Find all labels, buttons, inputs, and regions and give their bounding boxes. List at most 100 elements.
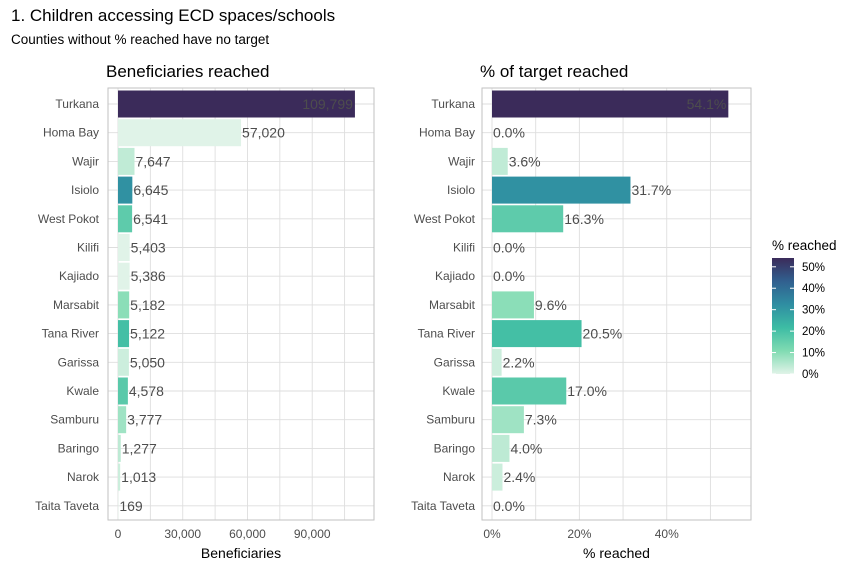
category-label: Baringo	[58, 441, 100, 455]
bar-turkana	[118, 90, 355, 118]
panel-border	[107, 87, 375, 521]
bar-kwale	[118, 377, 128, 405]
data-label-samburu: 3,777	[127, 412, 162, 428]
category-label: Kwale	[442, 384, 475, 398]
legend-tick-label: 10%	[802, 348, 825, 360]
legend-title: % reached	[772, 238, 837, 253]
panel-title: % of target reached	[480, 62, 628, 81]
category-label: Samburu	[426, 413, 475, 427]
category-label: Taita Taveta	[411, 499, 475, 513]
x-tick-label: 0	[115, 527, 122, 541]
bar-isiolo	[118, 176, 133, 204]
data-label-garissa: 2.2%	[503, 354, 535, 370]
bar-tana-river	[492, 320, 582, 348]
category-label: Garissa	[434, 355, 476, 369]
category-label: Marsabit	[53, 298, 100, 312]
x-tick-label: 90,000	[294, 527, 331, 541]
data-label-wajir: 3.6%	[509, 153, 541, 169]
category-label: Isiolo	[71, 183, 99, 197]
data-label-west-pokot: 6,541	[133, 211, 168, 227]
category-label: Homa Bay	[43, 126, 99, 140]
category-label: Wajir	[72, 154, 99, 168]
chart-subtitle: Counties without % reached have no targe…	[11, 32, 270, 47]
legend-tick-label: 20%	[802, 326, 825, 338]
data-label-isiolo: 6,645	[133, 182, 168, 198]
category-label: Taita Taveta	[35, 499, 99, 513]
category-label: Baringo	[434, 441, 476, 455]
data-label-kajiado: 0.0%	[493, 268, 525, 284]
beneficiaries-panel: 109,799 57,020 7,647 6,645 6,541 5,403 5,386 5,…	[35, 62, 375, 561]
category-label: Turkana	[431, 97, 475, 111]
x-axis-title: % reached	[583, 545, 650, 561]
data-label-kilifi: 0.0%	[493, 240, 525, 256]
category-label: Tana River	[418, 327, 475, 341]
x-tick-label: 40%	[655, 527, 679, 541]
bar-marsabit	[118, 291, 130, 319]
bar-wajir	[118, 147, 135, 175]
category-label: Isiolo	[447, 183, 475, 197]
bar-tana-river	[118, 320, 130, 348]
category-label: Narok	[67, 470, 100, 484]
panel-title: Beneficiaries reached	[106, 62, 269, 81]
category-label: Turkana	[55, 97, 99, 111]
bar-west-pokot	[492, 205, 564, 233]
data-label-marsabit: 5,182	[130, 297, 165, 313]
category-label: Wajir	[448, 154, 475, 168]
bar-homa-bay	[118, 119, 242, 147]
legend: % reached 50% 40% 30% 20% 10% 0%	[772, 238, 837, 381]
data-label-isiolo: 31.7%	[631, 182, 671, 198]
x-tick-label: 30,000	[164, 527, 201, 541]
category-label: Kwale	[66, 384, 99, 398]
data-label-baringo: 4.0%	[510, 440, 542, 456]
bar-samburu	[492, 406, 524, 434]
data-label-turkana: 109,799	[302, 96, 353, 112]
category-label: Kilifi	[77, 241, 99, 255]
bar-garissa	[492, 348, 502, 376]
data-label-tana-river: 20.5%	[583, 326, 623, 342]
data-label-baringo: 1,277	[122, 440, 157, 456]
data-label-narok: 1,013	[121, 469, 156, 485]
bar-turkana	[492, 90, 729, 118]
percent-panel: 54.1% 0.0% 3.6% 31.7% 16.3% 0.0% 0.0% 9.6% 20.5%…	[411, 62, 752, 561]
x-tick-label: 20%	[567, 527, 591, 541]
category-label: Tana River	[42, 327, 99, 341]
data-label-marsabit: 9.6%	[535, 297, 567, 313]
category-label: Narok	[443, 470, 476, 484]
category-label: West Pokot	[38, 212, 100, 226]
bar-kilifi	[118, 234, 130, 261]
data-label-taita-taveta: 169	[119, 498, 143, 514]
category-label: West Pokot	[414, 212, 476, 226]
category-label: Samburu	[50, 413, 99, 427]
bar-narok	[492, 463, 503, 491]
bar-narok	[118, 463, 121, 491]
bar-baringo	[118, 434, 121, 462]
bar-marsabit	[492, 291, 534, 319]
bar-wajir	[492, 147, 508, 175]
data-label-west-pokot: 16.3%	[564, 211, 604, 227]
legend-tick-label: 50%	[802, 262, 825, 274]
legend-colorbar	[772, 258, 794, 374]
legend-tick-label: 30%	[802, 305, 825, 317]
data-label-kilifi: 5,403	[131, 240, 166, 256]
bar-west-pokot	[118, 205, 133, 233]
category-label: Kilifi	[453, 241, 475, 255]
x-axis-title: Beneficiaries	[201, 545, 281, 561]
data-label-narok: 2.4%	[503, 469, 535, 485]
bar-kajiado	[118, 262, 130, 290]
data-label-kajiado: 5,386	[131, 268, 166, 284]
data-label-turkana: 54.1%	[687, 96, 727, 112]
data-label-samburu: 7.3%	[525, 412, 557, 428]
chart-title: 1. Children accessing ECD spaces/schools	[11, 6, 336, 25]
legend-tick-label: 40%	[802, 283, 825, 295]
bar-isiolo	[492, 176, 631, 204]
category-label: Kajiado	[59, 269, 99, 283]
category-label: Marsabit	[429, 298, 476, 312]
panel-border	[481, 87, 752, 521]
data-label-kwale: 17.0%	[567, 383, 607, 399]
data-label-kwale: 4,578	[129, 383, 164, 399]
data-label-garissa: 5,050	[130, 354, 165, 370]
data-label-taita-taveta: 0.0%	[493, 498, 525, 514]
category-label: Garissa	[58, 355, 100, 369]
category-label: Kajiado	[435, 269, 475, 283]
